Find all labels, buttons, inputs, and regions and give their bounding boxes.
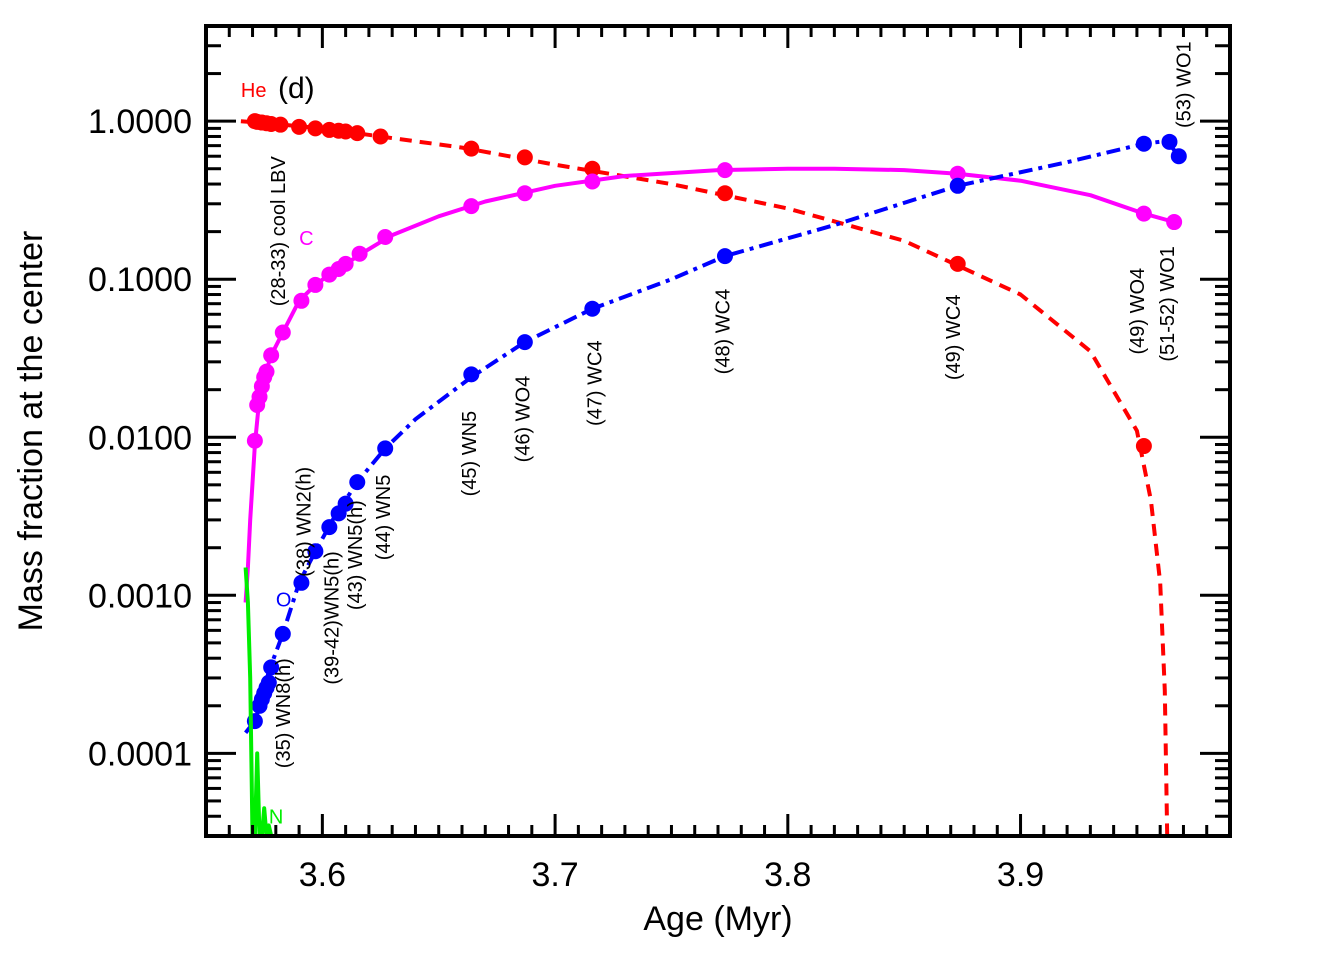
series-he-point — [349, 125, 366, 142]
series-he-point — [584, 160, 601, 177]
x-tick-label: 3.7 — [531, 856, 578, 894]
phase-annotation: (45) WN5 — [459, 411, 481, 497]
series-he-point — [516, 149, 533, 166]
series-o-point — [337, 495, 354, 512]
series-o-point — [463, 366, 480, 383]
series-o-point — [584, 300, 601, 317]
series-c-point — [1166, 214, 1183, 231]
series-c-point — [1135, 205, 1152, 222]
series-c-point — [307, 276, 324, 293]
x-tick-label: 3.8 — [764, 856, 811, 894]
y-tick-label: 0.0100 — [88, 419, 192, 457]
series-o-point — [1170, 148, 1187, 165]
series-c-point — [258, 363, 275, 380]
series-o-point — [716, 248, 733, 265]
phase-annotation: (39-42)WN5(h) — [322, 551, 344, 684]
phase-annotation: (49) WO4 — [1127, 268, 1149, 355]
x-axis-title: Age (Myr) — [643, 900, 792, 938]
series-c-point — [716, 162, 733, 179]
series-o-label: O — [276, 589, 292, 611]
series-c-point — [463, 198, 480, 215]
y-axis-title: Mass fraction at the center — [12, 231, 50, 632]
series-c-point — [274, 324, 291, 341]
series-he-point — [272, 116, 289, 133]
series-o-point — [349, 474, 366, 491]
x-tick-label: 3.6 — [299, 856, 346, 894]
series-he-point — [716, 185, 733, 202]
series-o-point — [516, 334, 533, 351]
series-he-point — [1135, 438, 1152, 455]
phase-annotation: (38) WN2(h) — [294, 467, 316, 577]
phase-annotation: (28-33) cool LBV — [268, 156, 290, 307]
phase-annotation: (51-52) WO1 — [1157, 246, 1179, 362]
series-o-point — [1135, 135, 1152, 152]
series-he-point — [307, 120, 324, 137]
y-tick-label: 0.0010 — [88, 577, 192, 615]
series-he-point — [291, 118, 308, 135]
phase-annotation: (43) WN5(h) — [345, 500, 367, 610]
series-o-point — [307, 543, 324, 560]
phase-annotation: (44) WN5 — [373, 475, 395, 561]
series-he-point — [949, 255, 966, 272]
series-c-point — [246, 432, 263, 449]
series-o-point — [293, 574, 310, 591]
x-tick-label: 3.9 — [997, 856, 1044, 894]
series-c-point — [351, 245, 368, 262]
series-c-point — [584, 173, 601, 190]
plot-frame — [204, 24, 1232, 838]
series-c-point — [377, 228, 394, 245]
series-c-point — [949, 165, 966, 182]
series-o-point — [1161, 133, 1178, 150]
series-o-point — [263, 659, 280, 676]
series-c-point — [293, 292, 310, 309]
phase-annotation: (49) WC4 — [943, 295, 965, 381]
series-he-point — [337, 123, 354, 140]
series-c-point — [263, 347, 280, 364]
series-he-point — [463, 140, 480, 157]
panel-label: (d) — [278, 72, 315, 105]
phase-annotation: (48) WC4 — [713, 289, 735, 375]
phase-annotation: (47) WC4 — [585, 340, 607, 426]
series-o-point — [321, 519, 338, 536]
phase-annotation: (35) WN8(h) — [273, 658, 295, 768]
series-n-label: N — [269, 806, 283, 828]
series-c-label: C — [299, 228, 313, 250]
phase-annotation: (46) WO4 — [512, 376, 534, 463]
series-o-point — [949, 177, 966, 194]
series-o-point — [274, 625, 291, 642]
y-tick-label: 0.0001 — [88, 735, 192, 773]
series-o-point — [377, 440, 394, 457]
series-o-line — [244, 138, 1181, 735]
y-tick-label: 1.0000 — [88, 103, 192, 141]
phase-annotation: (53) WO1 — [1173, 41, 1195, 128]
series-he-point — [372, 128, 389, 145]
y-tick-label: 0.1000 — [88, 261, 192, 299]
series-o-point — [260, 674, 277, 691]
series-c-point — [516, 185, 533, 202]
series-he-label: He — [241, 80, 267, 102]
series-c-point — [337, 255, 354, 272]
